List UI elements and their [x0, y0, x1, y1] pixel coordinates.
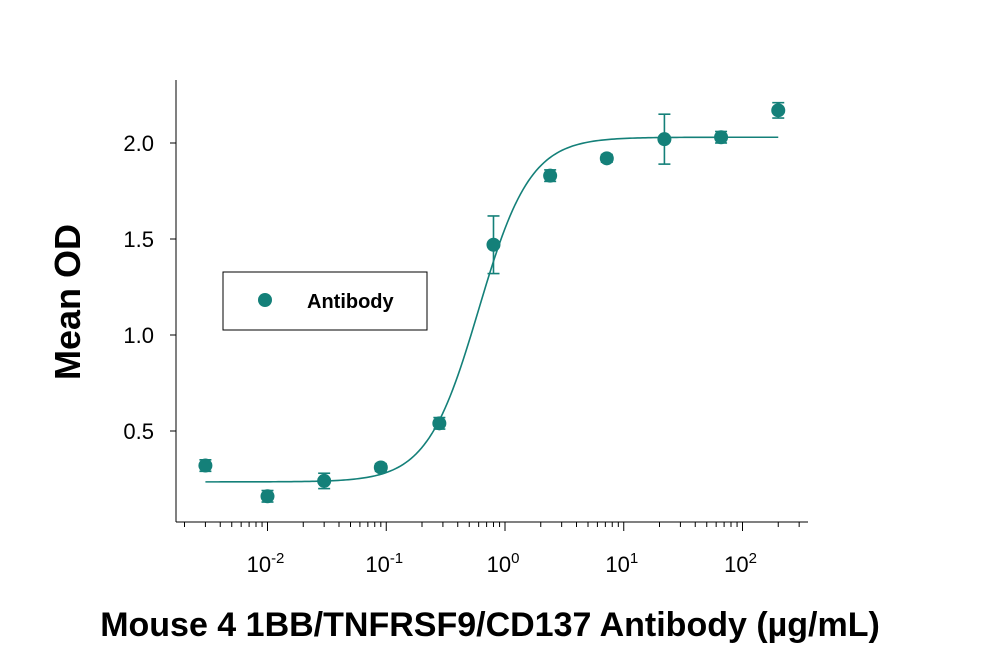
legend: Antibody: [222, 271, 428, 331]
y-tick-label: 0.5: [123, 419, 154, 444]
y-tick-label: 1.0: [123, 323, 154, 348]
data-point-group: [432, 416, 447, 431]
data-point: [599, 151, 614, 166]
x-tick-label: 101: [605, 550, 638, 577]
data-point: [486, 237, 501, 252]
data-point: [771, 103, 786, 118]
data-point: [373, 460, 388, 475]
y-tick-label: 2.0: [123, 131, 154, 156]
data-point-group: [486, 215, 501, 275]
legend-label: Antibody: [307, 291, 395, 313]
data-point: [714, 130, 729, 145]
data-point-group: [317, 472, 332, 490]
fit-curve: [205, 136, 779, 483]
data-point-group: [260, 489, 275, 504]
data-point: [260, 489, 275, 504]
x-axis-title: Mouse 4 1BB/TNFRSF9/CD137 Antibody (µg/m…: [100, 606, 880, 644]
legend-marker: [258, 293, 272, 307]
legend-box: [222, 271, 428, 331]
x-tick-label: 100: [487, 550, 520, 577]
data-point-group: [198, 458, 213, 473]
data-point-group: [373, 460, 388, 475]
ticks: 0.5 1.0 1.5 2.0 10-2 10-1 100 101 102: [123, 131, 800, 577]
axes: [175, 80, 808, 523]
x-tick-label: 102: [724, 550, 757, 577]
data-point-group: [543, 168, 558, 183]
x-tick-label: 10-1: [365, 550, 403, 577]
data-point-group: [771, 101, 786, 119]
x-tick-label: 10-2: [247, 550, 285, 577]
data-point: [543, 168, 558, 183]
plot-area: [198, 101, 786, 504]
data-point-group: [657, 113, 672, 165]
data-point: [198, 458, 213, 473]
data-point-group: [714, 130, 729, 145]
y-axis-title: Mean OD: [47, 224, 88, 380]
data-point: [657, 132, 672, 147]
data-point-group: [599, 151, 614, 166]
data-point: [317, 473, 332, 488]
y-tick-label: 1.5: [123, 227, 154, 252]
data-point: [432, 416, 447, 431]
